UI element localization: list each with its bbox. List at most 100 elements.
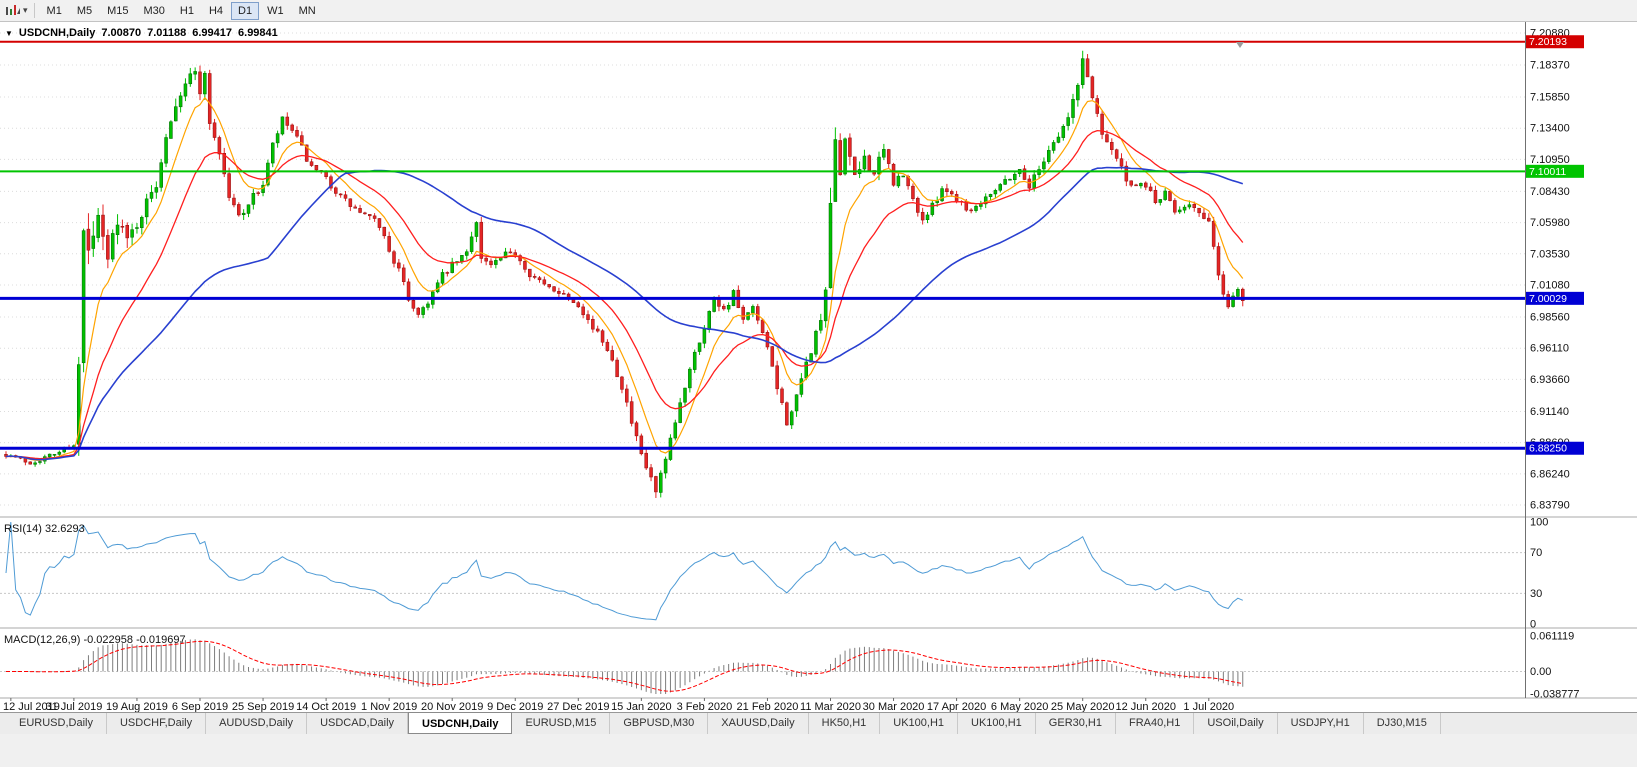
svg-text:6.98560: 6.98560: [1530, 312, 1570, 324]
svg-text:25 Sep 2019: 25 Sep 2019: [232, 701, 294, 712]
svg-text:9 Dec 2019: 9 Dec 2019: [487, 701, 543, 712]
toolbar-separator: [33, 3, 35, 18]
svg-text:0: 0: [1530, 619, 1536, 631]
candlestick-chart-glyph: [6, 4, 20, 15]
svg-text:6 May 2020: 6 May 2020: [991, 701, 1048, 712]
chart-tab-dj30-m15[interactable]: DJ30,M15: [1364, 713, 1441, 734]
chart-tab-usoil-daily[interactable]: USOil,Daily: [1194, 713, 1278, 734]
svg-text:7.15850: 7.15850: [1530, 92, 1570, 104]
chart-tabs-bar: EURUSD,Daily USDCHF,Daily AUDUSD,Daily USDC…: [0, 712, 1637, 734]
svg-text:7.18370: 7.18370: [1530, 59, 1570, 71]
macd-signal-line: [6, 640, 1243, 692]
svg-text:6.91140: 6.91140: [1530, 406, 1569, 418]
svg-text:7.13400: 7.13400: [1530, 123, 1570, 135]
svg-text:7.05980: 7.05980: [1530, 217, 1570, 229]
svg-text:17 Apr 2020: 17 Apr 2020: [927, 701, 986, 712]
chart-tab-gbpusd-m30[interactable]: GBPUSD,M30: [610, 713, 709, 734]
macd-scale: 0.061119 0.00 -0.038777: [1530, 631, 1580, 701]
chart-type-dropdown-icon[interactable]: ▾: [23, 5, 28, 15]
collapse-chart-icon[interactable]: ▼: [5, 29, 13, 38]
chart-tab-ger30-h1[interactable]: GER30,H1: [1036, 713, 1116, 734]
moving-average-20: [5, 129, 1244, 460]
svg-text:0.00: 0.00: [1530, 666, 1551, 678]
svg-text:1 Nov 2019: 1 Nov 2019: [361, 701, 417, 712]
svg-text:12 Jun 2020: 12 Jun 2020: [1115, 701, 1176, 712]
price-tags: 7.20193 7.10011 7.00029 6.88250: [1526, 35, 1584, 455]
macd-label: MACD(12,26,9) -0.022958 -0.019697: [4, 634, 186, 646]
chart-window: RSI(14) 32.6293 MACD(12,26,9) -0.022958 -…: [0, 22, 1637, 712]
svg-text:6.96110: 6.96110: [1530, 343, 1569, 355]
timeframe-m1-button[interactable]: M1: [40, 2, 69, 20]
svg-text:25 May 2020: 25 May 2020: [1051, 701, 1115, 712]
svg-text:11 Mar 2020: 11 Mar 2020: [800, 701, 861, 712]
svg-text:7.01080: 7.01080: [1530, 279, 1570, 291]
moving-average-8: [5, 97, 1244, 461]
moving-average-55: [5, 166, 1244, 461]
chart-background: [0, 22, 1637, 712]
timeframe-m15-button[interactable]: M15: [100, 2, 135, 20]
chart-tab-fra40-h1[interactable]: FRA40,H1: [1116, 713, 1195, 734]
status-bar: [0, 734, 1637, 767]
svg-text:20 Nov 2019: 20 Nov 2019: [421, 701, 483, 712]
timeframe-m30-button[interactable]: M30: [137, 2, 172, 20]
timeframe-mn-button[interactable]: MN: [292, 2, 323, 20]
rsi-line: [5, 521, 1243, 621]
svg-text:7.03530: 7.03530: [1530, 248, 1570, 260]
svg-text:0.061119: 0.061119: [1530, 631, 1574, 643]
top-toolbar: ▾ M1 M5 M15 M30 H1 H4 D1 W1 MN: [0, 0, 1637, 22]
svg-text:12 Jul 2019: 12 Jul 2019: [3, 701, 60, 712]
chart-tab-uk100-h1[interactable]: UK100,H1: [880, 713, 959, 734]
chart-tab-hk50-h1[interactable]: HK50,H1: [809, 713, 881, 734]
macd-panel: MACD(12,26,9) -0.022958 -0.019697: [0, 634, 1525, 694]
svg-text:7.08430: 7.08430: [1530, 186, 1570, 198]
chart-tab-uk100-h1[interactable]: UK100,H1: [958, 713, 1036, 734]
svg-text:6.93660: 6.93660: [1530, 374, 1570, 386]
chart-tab-usdjpy-h1[interactable]: USDJPY,H1: [1278, 713, 1364, 734]
timeframe-buttons: M1 M5 M15 M30 H1 H4 D1 W1 MN: [40, 1, 323, 20]
macd-histogram: [10, 639, 1244, 694]
timeframe-h1-button[interactable]: H1: [173, 2, 201, 20]
timeframe-w1-button[interactable]: W1: [260, 2, 291, 20]
svg-text:100: 100: [1530, 517, 1548, 529]
chart-shift-marker-icon: [1236, 42, 1244, 48]
svg-text:6.83790: 6.83790: [1530, 500, 1570, 512]
timeframe-h4-button[interactable]: H4: [202, 2, 230, 20]
timeframe-d1-button[interactable]: D1: [231, 1, 260, 20]
svg-text:21 Feb 2020: 21 Feb 2020: [737, 701, 799, 712]
timeframe-m5-button[interactable]: M5: [70, 2, 99, 20]
svg-text:7.10011: 7.10011: [1529, 166, 1566, 178]
svg-text:1 Jul 2020: 1 Jul 2020: [1183, 701, 1234, 712]
svg-text:7.00029: 7.00029: [1529, 293, 1567, 305]
chart-tab-usdchf-daily[interactable]: USDCHF,Daily: [107, 713, 207, 734]
chart-tab-usdcad-daily[interactable]: USDCAD,Daily: [307, 713, 409, 734]
rsi-panel: RSI(14) 32.6293: [0, 521, 1525, 621]
candles-layer: [4, 50, 1245, 498]
svg-text:6.86240: 6.86240: [1530, 468, 1570, 480]
price-chart-canvas[interactable]: RSI(14) 32.6293 MACD(12,26,9) -0.022958 -…: [0, 22, 1637, 712]
svg-text:30: 30: [1530, 588, 1542, 600]
svg-text:3 Feb 2020: 3 Feb 2020: [677, 701, 733, 712]
svg-text:14 Oct 2019: 14 Oct 2019: [296, 701, 356, 712]
svg-text:27 Dec 2019: 27 Dec 2019: [547, 701, 609, 712]
chart-tab-xauusd-daily[interactable]: XAUUSD,Daily: [708, 713, 809, 734]
rsi-scale: 100 70 30 0: [1530, 517, 1548, 631]
chart-tab-usdcnh-daily[interactable]: USDCNH,Daily: [408, 712, 513, 734]
svg-text:6.88250: 6.88250: [1529, 443, 1567, 455]
chart-tab-audusd-daily[interactable]: AUDUSD,Daily: [206, 713, 308, 734]
svg-text:7.10950: 7.10950: [1530, 154, 1570, 166]
svg-text:-0.038777: -0.038777: [1530, 689, 1580, 701]
svg-text:15 Jan 2020: 15 Jan 2020: [611, 701, 672, 712]
svg-text:30 Mar 2020: 30 Mar 2020: [863, 701, 925, 712]
svg-text:31 Jul 2019: 31 Jul 2019: [45, 701, 102, 712]
candlestick-chart-icon[interactable]: [5, 4, 21, 18]
rsi-label: RSI(14) 32.6293: [4, 523, 85, 535]
svg-text:6 Sep 2019: 6 Sep 2019: [172, 701, 228, 712]
svg-text:70: 70: [1530, 547, 1542, 559]
chart-tab-eurusd-daily[interactable]: EURUSD,Daily: [6, 713, 107, 734]
svg-text:7.20193: 7.20193: [1529, 36, 1567, 48]
svg-text:19 Aug 2019: 19 Aug 2019: [106, 701, 168, 712]
chart-tab-eurusd-m15[interactable]: EURUSD,M15: [512, 713, 611, 734]
horizontal-lines-layer: [0, 40, 1525, 450]
